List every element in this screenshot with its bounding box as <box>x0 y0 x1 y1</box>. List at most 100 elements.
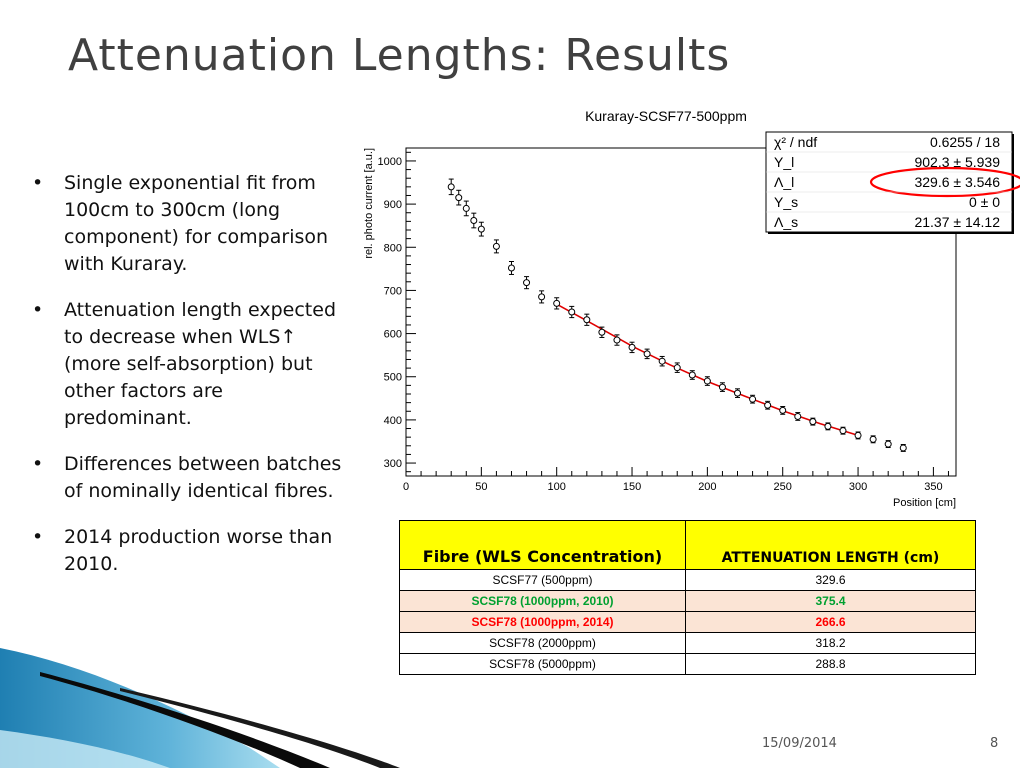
fibre-cell: SCSF78 (1000ppm, 2014) <box>399 611 686 633</box>
length-cell: 318.2 <box>685 632 976 654</box>
stats-label: Y_l <box>774 154 794 170</box>
y-tick-label: 800 <box>384 242 402 254</box>
length-cell: 329.6 <box>685 569 976 591</box>
data-point <box>749 394 757 404</box>
stats-label: Y_s <box>774 194 798 210</box>
chart-svg: Kuraray-SCSF77-500ppm rel. photo current… <box>363 108 1020 509</box>
plot-frame <box>405 147 957 477</box>
results-table: Fibre (WLS Concentration) ATTENUATION LE… <box>399 520 976 675</box>
stats-box: χ² / ndf 0.6255 / 18 Y_l 902.3 ± 5.939 Λ_l 32… <box>765 131 1020 234</box>
data-point <box>643 348 651 360</box>
fit-line <box>556 303 859 437</box>
data-point <box>470 212 478 229</box>
bullet-text: Single exponential fit from 100cm to 300… <box>64 172 329 275</box>
data-point <box>764 400 772 410</box>
data-point <box>673 362 681 373</box>
data-point <box>613 334 621 346</box>
data-marker <box>568 308 576 316</box>
data-marker <box>455 194 463 202</box>
data-point <box>507 261 515 275</box>
x-axis-label: Position [cm] <box>893 497 956 509</box>
x-tick-label: 0 <box>403 481 409 493</box>
data-marker <box>658 357 666 365</box>
bullet-symbol: • <box>32 526 44 548</box>
data-marker <box>477 225 485 233</box>
table-row: SCSF78 (1000ppm, 2014) 266.6 <box>399 611 976 633</box>
bullet-symbol: • <box>32 172 44 194</box>
data-point <box>869 435 877 444</box>
y-axis-label: rel. photo current [a.u.] <box>363 148 375 259</box>
y-tick-label: 700 <box>384 285 402 297</box>
data-marker <box>899 444 907 452</box>
bullet-symbol: • <box>32 299 44 321</box>
stats-value: 0.6255 / 18 <box>930 134 1000 150</box>
data-marker <box>507 264 515 272</box>
data-marker <box>688 371 696 379</box>
data-point <box>703 376 711 386</box>
fibre-cell: SCSF78 (1000ppm, 2010) <box>399 590 686 612</box>
stats-label: Λ_l <box>774 174 794 190</box>
footer-date: 15/09/2014 <box>762 736 837 751</box>
table-row: SCSF78 (2000ppm) 318.2 <box>399 632 976 654</box>
data-point <box>899 443 907 452</box>
data-marker <box>628 343 636 351</box>
bullet-text: Attenuation length expected to decrease … <box>64 299 337 429</box>
data-marker <box>598 328 606 336</box>
data-point <box>598 326 606 338</box>
data-marker <box>703 377 711 385</box>
data-point <box>538 290 546 304</box>
data-marker <box>718 383 726 391</box>
slide-title: Attenuation Lengths: Results <box>68 30 731 81</box>
data-marker <box>734 389 742 397</box>
column-header-fibre: Fibre (WLS Concentration) <box>399 520 686 570</box>
fit-curve <box>556 303 859 437</box>
stats-value: 902.3 ± 5.939 <box>914 154 1000 170</box>
data-marker <box>583 316 591 324</box>
length-cell: 288.8 <box>685 653 976 675</box>
highlight-ellipse <box>869 166 1020 198</box>
bullet-text: 2014 production worse than 2010. <box>64 526 333 575</box>
data-marker <box>749 395 757 403</box>
data-marker <box>447 183 455 191</box>
fibre-cell: SCSF77 (500ppm) <box>399 569 686 591</box>
x-tick-label: 300 <box>849 481 867 493</box>
stats-label: Λ_s <box>774 214 798 230</box>
data-point <box>455 189 463 206</box>
fibre-cell: SCSF78 (5000ppm) <box>399 653 686 675</box>
data-point <box>553 297 561 310</box>
x-tick-label: 100 <box>548 481 566 493</box>
data-marker <box>462 204 470 212</box>
table-body: SCSF77 (500ppm) 329.6 SCSF78 (1000ppm, 201… <box>399 569 976 675</box>
data-marker <box>839 427 847 435</box>
data-point <box>568 305 576 319</box>
data-marker <box>538 293 546 301</box>
data-point <box>492 239 500 254</box>
bullet-item: • Attenuation length expected to decrease… <box>28 297 348 432</box>
x-tick-label: 50 <box>475 481 487 493</box>
bullet-list: • Single exponential fit from 100cm to 30… <box>28 170 348 597</box>
data-point <box>854 431 862 440</box>
data-point <box>447 178 455 196</box>
y-tick-label: 400 <box>384 415 402 427</box>
fibre-cell: SCSF78 (2000ppm) <box>399 632 686 654</box>
data-point <box>809 417 817 426</box>
length-cell: 266.6 <box>685 611 976 633</box>
data-point <box>688 370 696 380</box>
stats-value: 329.6 ± 3.546 <box>914 174 1000 190</box>
y-tick-label: 600 <box>384 329 402 341</box>
data-point <box>794 412 802 421</box>
column-header-length: ATTENUATION LENGTH (cm) <box>685 520 976 570</box>
data-marker <box>470 217 478 225</box>
data-point <box>779 406 787 415</box>
y-tick-label: 300 <box>384 458 402 470</box>
x-tick-label: 350 <box>924 481 942 493</box>
data-marker <box>523 279 531 287</box>
data-point <box>734 388 742 398</box>
data-marker <box>643 350 651 358</box>
data-marker <box>809 418 817 426</box>
data-marker <box>824 422 832 430</box>
data-point <box>824 422 832 431</box>
data-marker <box>779 406 787 414</box>
bullet-item: • Differences between batches of nominall… <box>28 451 348 505</box>
y-tick-label: 500 <box>384 372 402 384</box>
